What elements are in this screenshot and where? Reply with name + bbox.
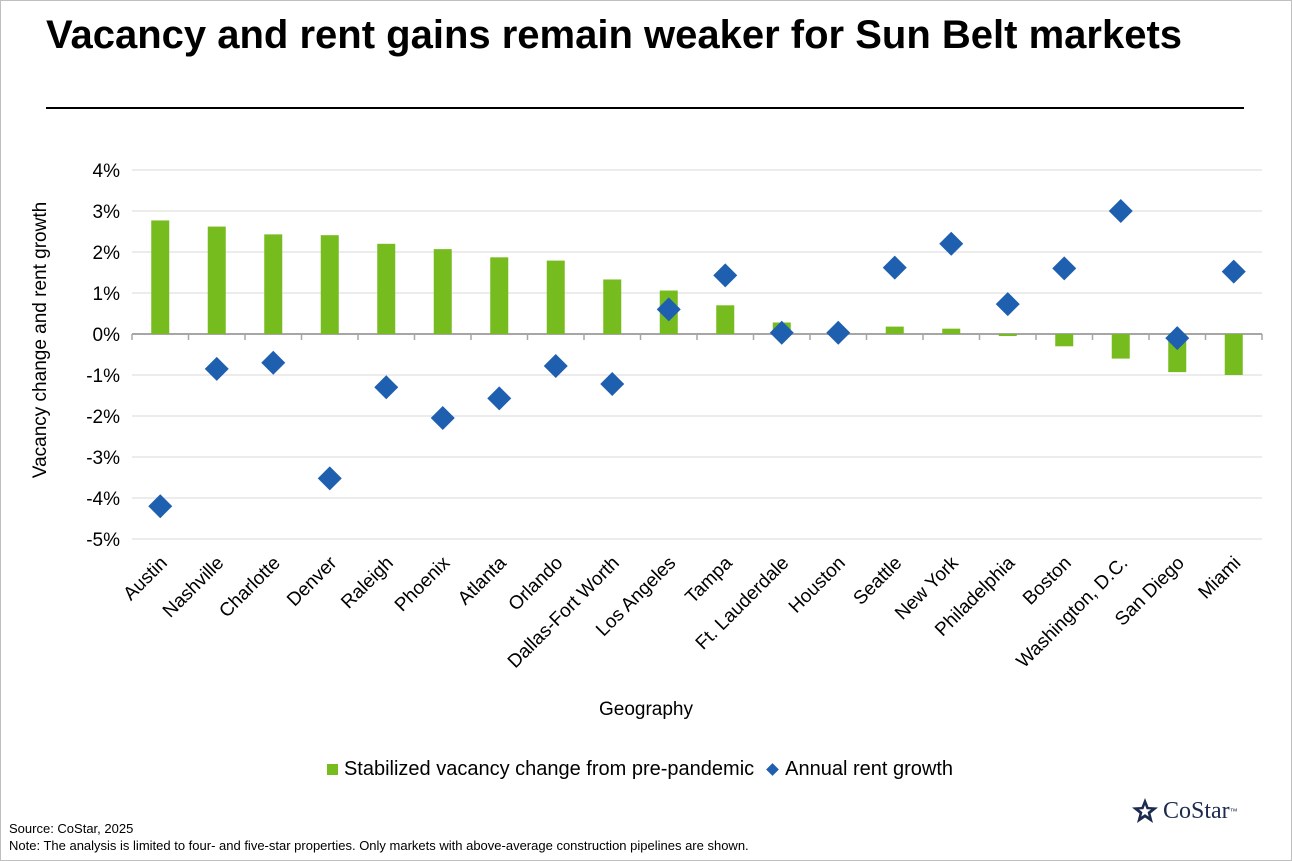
legend-item-vacancy: Stabilized vacancy change from pre-pande… [326, 758, 755, 781]
costar-logo: CoStar ™ [1131, 797, 1238, 825]
vacancy-bar [490, 257, 509, 334]
costar-star-icon [1132, 798, 1158, 823]
x-category-label: Atlanta [454, 552, 511, 609]
y-tick-label: 1% [93, 284, 121, 305]
y-tick-label: 2% [93, 243, 121, 264]
rent-growth-marker [148, 494, 173, 519]
rent-growth-marker [374, 375, 399, 400]
legend: Stabilized vacancy change from pre-pande… [0, 758, 1292, 781]
rent-growth-marker [1165, 326, 1190, 351]
y-tick-label: -1% [86, 366, 120, 387]
rent-growth-marker [826, 320, 851, 345]
legend-diamond-swatch [766, 763, 780, 776]
grid-lines [132, 169, 1262, 540]
y-axis-label: Vacancy change and rent growth [30, 202, 51, 478]
rent-growth-marker [1221, 259, 1246, 284]
vacancy-bar [320, 235, 339, 334]
costar-logo-tm: ™ [1229, 806, 1238, 816]
rent-growth-marker [487, 386, 512, 411]
vacancy-bar [1224, 334, 1243, 375]
y-tick-label: -3% [86, 448, 120, 469]
legend-bar-swatch [326, 764, 338, 775]
x-axis-labels: AustinNashvilleCharlotteDenverRaleighPho… [120, 552, 1246, 672]
rent-growth-marker [261, 350, 286, 375]
vacancy-bar [207, 226, 226, 334]
vacancy-bar [1111, 334, 1130, 359]
y-tick-label: 0% [93, 325, 121, 346]
x-category-label: Denver [283, 552, 342, 611]
vacancy-bar [264, 234, 283, 334]
rent-growth-marker [1052, 256, 1077, 281]
vacancy-bar [942, 328, 961, 334]
rent-growth-marker [939, 231, 964, 256]
rent-growth-marker [1108, 199, 1133, 223]
legend-item-rent: Annual rent growth [766, 758, 953, 781]
y-axis-ticks: 4% 3% 2% 1% 0% -1% -2% -3% -4% -5% [86, 161, 120, 551]
vacancy-bar [151, 220, 170, 334]
zero-axis [131, 333, 1263, 340]
y-tick-label: -4% [86, 489, 120, 510]
rent-growth-marker [882, 255, 907, 280]
chart-title: Vacancy and rent gains remain weaker for… [46, 13, 1183, 57]
source-text: Source: CoStar, 2025 [9, 821, 134, 836]
vacancy-bar [603, 279, 622, 334]
vacancy-bar [716, 305, 735, 334]
title-divider [46, 107, 1244, 109]
rent-growth-marker [204, 356, 229, 381]
x-category-label: Tampa [682, 552, 737, 607]
x-category-label: Houston [785, 553, 850, 618]
x-category-label: Miami [1195, 553, 1246, 604]
x-category-label: Seattle [850, 553, 907, 610]
vacancy-bar [546, 260, 565, 334]
x-category-label: Phoenix [391, 552, 455, 616]
x-axis-label: Geography [599, 699, 694, 720]
vacancy-bar [1055, 334, 1074, 347]
rent-growth-marker [317, 466, 342, 491]
rent-markers [148, 199, 1246, 519]
rent-growth-marker [995, 292, 1020, 317]
x-category-label: Nashville [159, 553, 228, 622]
note-text: Note: The analysis is limited to four- a… [9, 838, 749, 853]
x-category-label: Boston [1019, 553, 1076, 610]
vacancy-bar [885, 326, 904, 334]
costar-logo-text: CoStar [1163, 797, 1230, 824]
y-tick-label: -5% [86, 530, 120, 551]
legend-label-rent: Annual rent growth [785, 758, 954, 780]
legend-label-vacancy: Stabilized vacancy change from pre-pande… [343, 758, 755, 780]
rent-growth-marker [656, 297, 681, 322]
rent-growth-marker [430, 406, 455, 431]
x-category-label: Raleigh [337, 553, 397, 613]
x-category-label: Austin [120, 553, 172, 605]
vacancy-bars [151, 220, 1243, 375]
y-tick-label: 3% [93, 202, 121, 223]
rent-growth-marker [600, 372, 625, 397]
x-category-label: Charlotte [215, 553, 284, 622]
vacancy-bar [433, 249, 452, 334]
rent-growth-marker [543, 353, 568, 378]
vacancy-bar [998, 334, 1017, 337]
rent-growth-marker [713, 263, 738, 288]
rent-growth-marker [769, 320, 794, 345]
vacancy-bar [377, 243, 396, 334]
y-tick-label: 4% [93, 161, 121, 182]
y-tick-label: -2% [86, 407, 120, 428]
